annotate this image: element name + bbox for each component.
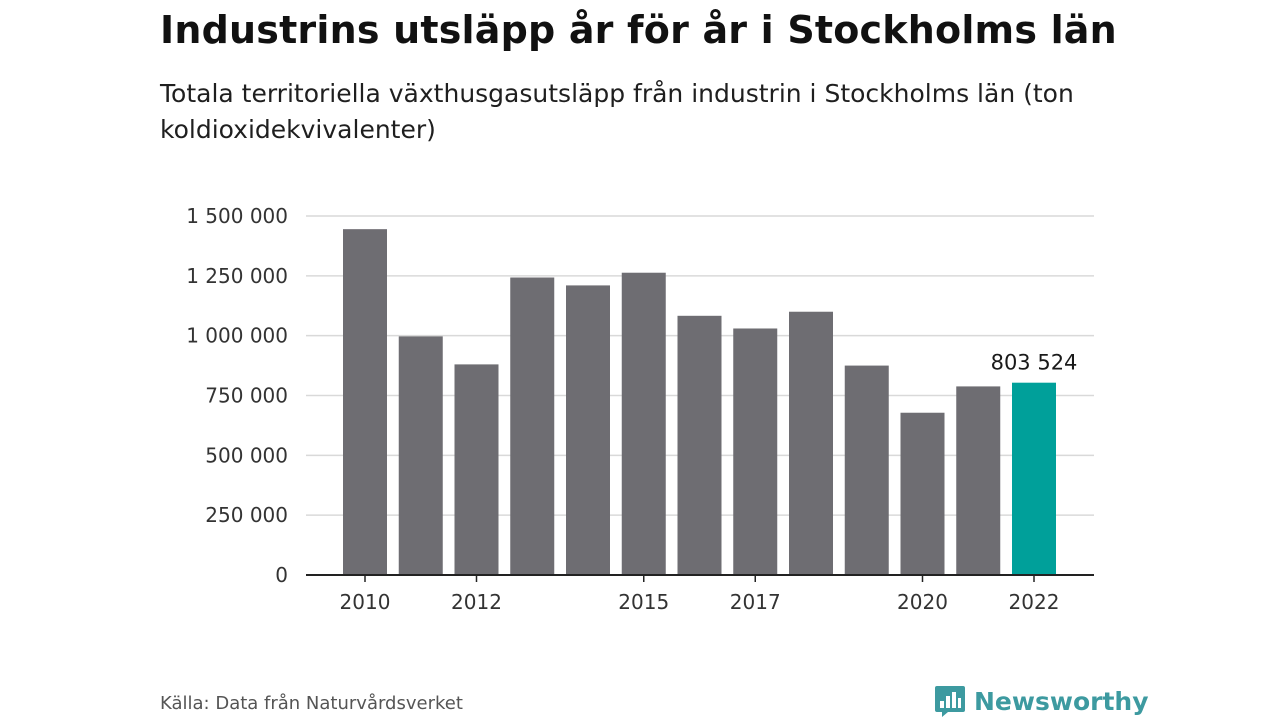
bar-2012 (454, 364, 499, 575)
y-tick-label: 500 000 (205, 443, 288, 467)
x-tick-label: 2022 (1009, 590, 1060, 614)
y-tick-label: 1 000 000 (186, 324, 288, 348)
bar-2016 (677, 315, 722, 575)
x-tick-label: 2010 (340, 590, 391, 614)
brand-logo: Newsworthy (934, 684, 1149, 718)
bar-2020 (900, 412, 945, 575)
bar-2022 (1012, 382, 1056, 575)
bar-2011 (398, 336, 443, 575)
bar-2014 (566, 285, 610, 575)
y-tick-label: 1 500 000 (186, 204, 288, 228)
bar-2013 (510, 277, 555, 575)
chart-title: Industrins utsläpp år för år i Stockholm… (160, 8, 1117, 52)
bar-2021 (956, 386, 1001, 575)
bar-2010 (343, 229, 387, 575)
y-tick-label: 250 000 (205, 503, 288, 527)
y-tick-label: 0 (275, 563, 288, 587)
y-tick-label: 750 000 (205, 384, 288, 408)
chart-subtitle: Totala territoriella växthusgasutsläpp f… (160, 79, 1074, 144)
bar-2019 (844, 365, 889, 575)
bar-2017 (733, 328, 778, 575)
x-tick-label: 2012 (451, 590, 502, 614)
x-tick-label: 2020 (897, 590, 948, 614)
bar-chart-speech-bubble-icon (935, 686, 965, 717)
brand-name: Newsworthy (974, 686, 1149, 716)
x-tick-label: 2015 (618, 590, 669, 614)
x-tick-label: 2017 (730, 590, 781, 614)
y-tick-label: 1 250 000 (186, 264, 288, 288)
bar-2018 (789, 311, 833, 575)
data-label: 803 524 (991, 351, 1078, 375)
bar-2015 (621, 272, 666, 575)
source-note: Källa: Data från Naturvårdsverket (160, 693, 463, 714)
